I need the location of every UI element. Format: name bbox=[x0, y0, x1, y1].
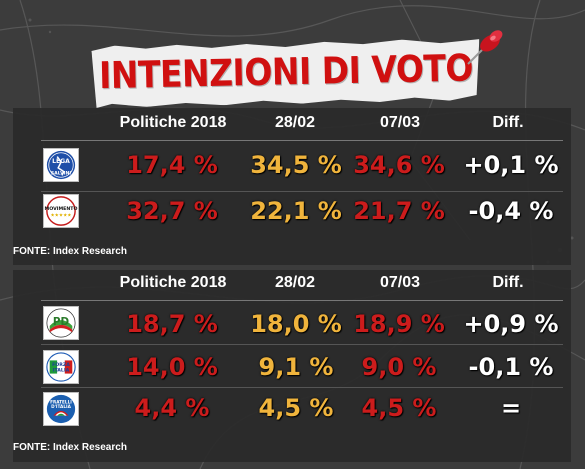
header-divider bbox=[41, 300, 563, 301]
svg-text:MOVIMENTO: MOVIMENTO bbox=[45, 206, 78, 212]
table-panel-1: Politiche 2018 28/02 07/03 Diff. LEGA SA… bbox=[13, 108, 571, 265]
m5s-07-03: 21,7 % bbox=[353, 197, 445, 225]
svg-text:★★★★★: ★★★★★ bbox=[50, 213, 71, 219]
table-panel-2: Politiche 2018 28/02 07/03 Diff. PD 18,7… bbox=[13, 270, 571, 462]
fdi-07-03: 4,5 % bbox=[361, 394, 437, 422]
forza-italia-logo: FORZA ITALIA bbox=[43, 350, 79, 384]
m5s-diff: -0,4 % bbox=[468, 197, 554, 225]
fi-diff: -0,1 % bbox=[468, 353, 554, 381]
row-divider bbox=[41, 387, 563, 388]
lega-politiche-2018: 17,4 % bbox=[126, 151, 218, 179]
svg-text:FORZA: FORZA bbox=[52, 362, 70, 368]
column-header-diff: Diff. bbox=[492, 274, 524, 291]
svg-text:LEGA: LEGA bbox=[52, 158, 70, 165]
lega-28-02: 34,5 % bbox=[250, 151, 342, 179]
m5s-politiche-2018: 32,7 % bbox=[126, 197, 218, 225]
pd-politiche-2018: 18,7 % bbox=[126, 310, 218, 338]
fdi-diff: = bbox=[500, 394, 522, 422]
lega-07-03: 34,6 % bbox=[353, 151, 445, 179]
pd-07-03: 18,9 % bbox=[353, 310, 445, 338]
chart-title: INTENZIONI DI VOTO bbox=[98, 45, 474, 98]
row-divider bbox=[41, 344, 563, 345]
lega-logo: LEGA SALVINI bbox=[43, 148, 79, 182]
column-header-politiche-2018: Politiche 2018 bbox=[119, 114, 227, 131]
header-divider bbox=[41, 140, 563, 141]
fdi-politiche-2018: 4,4 % bbox=[134, 394, 210, 422]
fi-politiche-2018: 14,0 % bbox=[126, 353, 218, 381]
fratelli-d-italia-logo: FRATELLI D'ITALIA bbox=[43, 392, 79, 426]
column-header-politiche-2018: Politiche 2018 bbox=[119, 274, 227, 291]
fi-07-03: 9,0 % bbox=[361, 353, 437, 381]
row-divider bbox=[41, 191, 563, 192]
fdi-28-02: 4,5 % bbox=[258, 394, 334, 422]
push-pin-icon bbox=[467, 30, 503, 65]
pd-logo: PD bbox=[43, 306, 79, 340]
fi-28-02: 9,1 % bbox=[258, 353, 334, 381]
pd-28-02: 18,0 % bbox=[250, 310, 342, 338]
svg-text:D'ITALIA: D'ITALIA bbox=[51, 404, 71, 409]
movimento-5-stelle-logo: MOVIMENTO ★★★★★ bbox=[43, 194, 79, 228]
lega-diff: +0,1 % bbox=[463, 151, 559, 179]
svg-text:PD: PD bbox=[53, 316, 70, 328]
column-header-07-03: 07/03 bbox=[379, 114, 421, 131]
source-note-1: FONTE: Index Research bbox=[13, 246, 127, 257]
column-header-07-03: 07/03 bbox=[379, 274, 421, 291]
m5s-28-02: 22,1 % bbox=[250, 197, 342, 225]
svg-text:ITALIA: ITALIA bbox=[53, 368, 70, 374]
pd-diff: +0,9 % bbox=[463, 310, 559, 338]
column-header-diff: Diff. bbox=[492, 114, 524, 131]
column-header-28-02: 28/02 bbox=[274, 114, 316, 131]
svg-text:FRATELLI: FRATELLI bbox=[50, 399, 72, 404]
column-header-28-02: 28/02 bbox=[274, 274, 316, 291]
svg-text:SALVINI: SALVINI bbox=[51, 170, 72, 176]
source-note-2: FONTE: Index Research bbox=[13, 442, 127, 453]
